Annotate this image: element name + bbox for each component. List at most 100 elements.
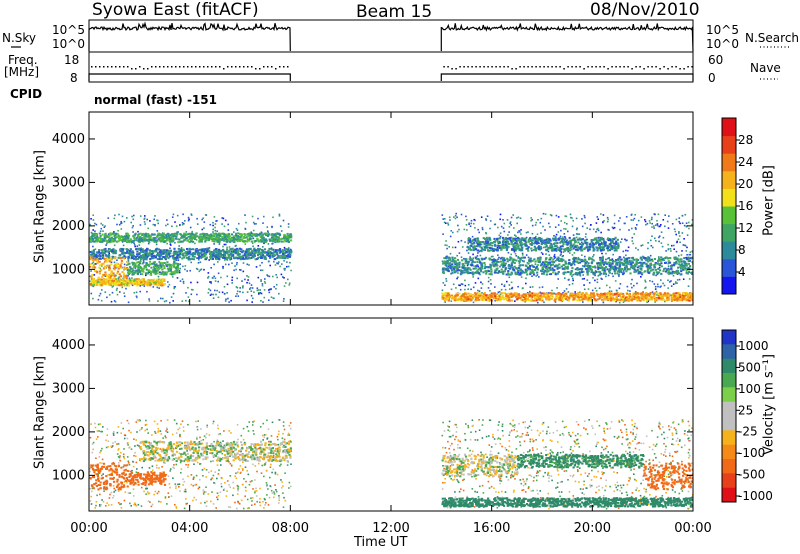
power-speckle xyxy=(563,240,566,242)
freq-dot xyxy=(503,66,505,68)
power-speckle xyxy=(658,256,660,258)
power-speckle xyxy=(104,291,107,293)
power-echo-band-0 xyxy=(101,241,104,243)
power-echo-band-4 xyxy=(155,283,159,286)
power-echo-band-1 xyxy=(126,248,130,251)
power-echo-band-6 xyxy=(535,267,538,270)
freq-dot xyxy=(155,66,157,68)
power-echo-band-0 xyxy=(104,237,107,240)
power-echo-band-0 xyxy=(168,239,171,242)
power-speckle xyxy=(182,265,184,268)
power-echo-band-3 xyxy=(173,272,176,275)
power-echo-band-6 xyxy=(625,259,628,262)
power-speckle xyxy=(287,226,290,228)
freq-dot xyxy=(251,66,253,68)
power-echo-band-5 xyxy=(627,298,630,301)
power-speckle xyxy=(267,275,269,277)
power-echo-band-2 xyxy=(112,277,116,280)
power-echo-band-5 xyxy=(546,295,549,298)
power-speckle xyxy=(635,247,637,249)
freq-dot xyxy=(571,66,573,68)
power-echo-band-1 xyxy=(213,255,217,258)
power-echo-band-3 xyxy=(152,261,155,264)
power-echo-band-5 xyxy=(531,294,534,297)
power-echo-band-3 xyxy=(137,272,140,274)
power-speckle xyxy=(497,291,500,294)
power-echo-band-5 xyxy=(656,292,659,295)
power-speckle xyxy=(567,291,570,293)
power-echo-band-1 xyxy=(261,254,265,257)
power-speckle xyxy=(89,223,91,226)
power-echo-band-1 xyxy=(262,251,265,254)
power-echo-band-0 xyxy=(140,237,143,240)
power-echo-band-4 xyxy=(94,280,98,283)
power-speckle xyxy=(629,290,631,292)
power-echo-band-1 xyxy=(122,251,125,254)
power-echo-band-1 xyxy=(168,255,171,258)
power-speckle xyxy=(586,227,589,229)
power-echo-band-1 xyxy=(257,252,260,255)
power-echo-band-1 xyxy=(249,254,252,256)
power-echo-band-5 xyxy=(483,292,486,294)
cpid-value: normal (fast) -151 xyxy=(94,93,217,107)
power-echo-band-1 xyxy=(272,252,275,255)
power-echo-band-3 xyxy=(176,268,180,271)
power-echo-band-1 xyxy=(169,250,172,252)
power-echo-band-1 xyxy=(245,248,249,251)
power-echo-band-2 xyxy=(120,267,123,269)
power-echo-band-0 xyxy=(223,233,226,236)
power-speckle xyxy=(651,222,653,225)
power-speckle xyxy=(277,262,279,265)
power-echo-band-0 xyxy=(135,236,139,239)
power-echo-band-1 xyxy=(202,253,205,256)
freq-dot xyxy=(179,66,181,68)
power-speckle xyxy=(103,226,106,228)
power-echo-band-3 xyxy=(161,268,164,271)
power-echo-band-1 xyxy=(124,252,127,254)
power-echo-band-6 xyxy=(485,272,488,275)
power-echo-band-1 xyxy=(259,251,262,254)
power-echo-band-1 xyxy=(141,248,144,251)
power-echo-band-1 xyxy=(136,253,139,256)
power-speckle xyxy=(485,232,488,235)
date-label: 08/Nov/2010 xyxy=(590,0,700,20)
power-echo-band-6 xyxy=(628,259,631,262)
power-echo-band-1 xyxy=(165,249,168,252)
power-echo-band-5 xyxy=(668,295,671,298)
power-echo-band-1 xyxy=(168,249,171,252)
power-speckle xyxy=(190,288,193,291)
power-speckle xyxy=(156,230,159,232)
power-speckle xyxy=(663,259,665,262)
power-speckle xyxy=(503,284,506,286)
power-speckle xyxy=(256,287,259,289)
power-echo-band-0 xyxy=(274,240,277,243)
power-echo-band-0 xyxy=(233,238,236,241)
power-speckle xyxy=(547,250,550,253)
power-speckle xyxy=(658,266,661,269)
freq-dot xyxy=(239,66,241,68)
power-echo-band-2 xyxy=(94,258,97,261)
power-echo-band-5 xyxy=(476,295,479,298)
power-speckle xyxy=(199,261,202,263)
power-echo-band-4 xyxy=(140,279,143,282)
power-echo-band-0 xyxy=(256,238,259,241)
power-echo-band-0 xyxy=(225,235,228,238)
power-echo-band-0 xyxy=(106,234,109,237)
power-echo-band-0 xyxy=(175,235,178,238)
power-speckle xyxy=(279,265,281,268)
freq-dot xyxy=(219,66,221,68)
power-echo-band-5 xyxy=(505,293,508,296)
power-speckle xyxy=(520,276,523,278)
power-speckle xyxy=(649,222,651,224)
power-echo-band-5 xyxy=(546,293,549,296)
power-echo-band-1 xyxy=(270,252,273,254)
freq-dot xyxy=(547,66,549,68)
power-echo-band-1 xyxy=(198,248,201,251)
power-echo-band-5 xyxy=(488,294,492,297)
power-echo-band-1 xyxy=(175,250,178,253)
power-echo-band-1 xyxy=(210,252,213,255)
power-echo-band-1 xyxy=(205,258,208,261)
power-speckle xyxy=(445,278,447,280)
power-echo-band-0 xyxy=(286,232,289,235)
power-echo-band-3 xyxy=(175,265,178,268)
